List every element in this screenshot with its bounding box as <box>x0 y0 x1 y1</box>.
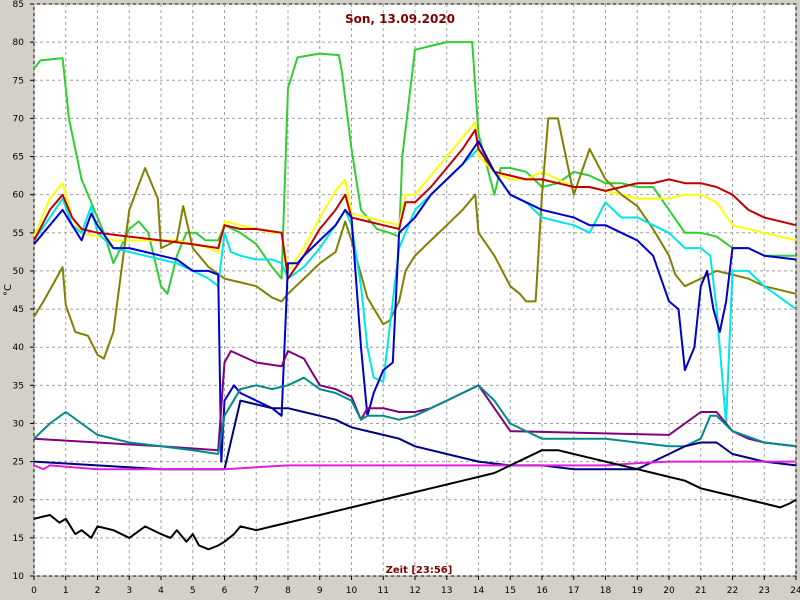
y-axis-label: °C <box>3 284 14 296</box>
y-tick-label: 85 <box>13 0 24 10</box>
x-tick-label: 7 <box>253 586 259 596</box>
x-tick-label: 14 <box>473 586 485 596</box>
x-tick-label: 1 <box>63 586 69 596</box>
x-tick-label: 9 <box>317 586 323 596</box>
series-group <box>33 41 797 551</box>
y-tick-label: 40 <box>13 343 25 353</box>
y-tick-label: 50 <box>13 267 25 277</box>
x-tick-label: 5 <box>190 586 196 596</box>
series-line-5 <box>33 128 797 280</box>
series-line-10 <box>33 460 796 471</box>
x-tick-label: 15 <box>505 586 516 596</box>
x-tick-label: 23 <box>759 586 770 596</box>
x-tick-label: 10 <box>346 586 358 596</box>
x-tick-label: 4 <box>158 586 164 596</box>
y-tick-label: 30 <box>13 419 25 429</box>
y-tick-label: 20 <box>13 496 25 506</box>
chart-title: Son, 13.09.2020 <box>345 12 455 26</box>
x-tick-label: 18 <box>600 586 612 596</box>
y-tick-label: 10 <box>13 572 25 582</box>
x-tick-label: 22 <box>727 586 738 596</box>
y-tick-labels: 10 15 20 25 30 35 40 45 50 55 60 65 70 75 80 85 <box>13 0 34 582</box>
y-tick-label: 35 <box>13 381 24 391</box>
y-tick-label: 55 <box>13 229 24 239</box>
series-line-11 <box>33 449 797 551</box>
x-tick-label: 16 <box>536 586 548 596</box>
y-tick-label: 45 <box>13 305 24 315</box>
x-tick-label: 12 <box>409 586 420 596</box>
x-axis-label: Zeit [23:56] <box>386 565 453 576</box>
series-line-6 <box>33 140 797 463</box>
x-tick-label: 21 <box>695 586 706 596</box>
x-tick-label: 3 <box>126 586 132 596</box>
x-tick-label: 20 <box>663 586 675 596</box>
x-tick-label: 2 <box>95 586 101 596</box>
x-tick-label: 11 <box>378 586 389 596</box>
y-tick-label: 80 <box>13 38 25 48</box>
y-tick-label: 60 <box>13 191 25 201</box>
series-line-4 <box>33 147 797 425</box>
x-tick-label: 0 <box>31 586 37 596</box>
x-tick-label: 17 <box>568 586 579 596</box>
x-tick-label: 8 <box>285 586 291 596</box>
series-line-7 <box>33 350 797 452</box>
x-tick-label: 13 <box>441 586 452 596</box>
x-tick-label: 6 <box>222 586 228 596</box>
y-tick-label: 25 <box>13 458 24 468</box>
series-line-9 <box>33 399 797 471</box>
y-tick-label: 70 <box>13 114 25 124</box>
y-tick-label: 15 <box>13 534 24 544</box>
x-tick-label: 19 <box>632 586 644 596</box>
series-line-8 <box>33 376 797 455</box>
y-tick-label: 65 <box>13 153 24 163</box>
y-tick-label: 75 <box>13 76 24 86</box>
x-tick-labels: 0 1 2 3 4 5 6 7 8 9 10 11 12 13 14 15 16 17 18 19 20 21 22 23 24 <box>31 576 800 596</box>
x-tick-label: 24 <box>790 586 800 596</box>
